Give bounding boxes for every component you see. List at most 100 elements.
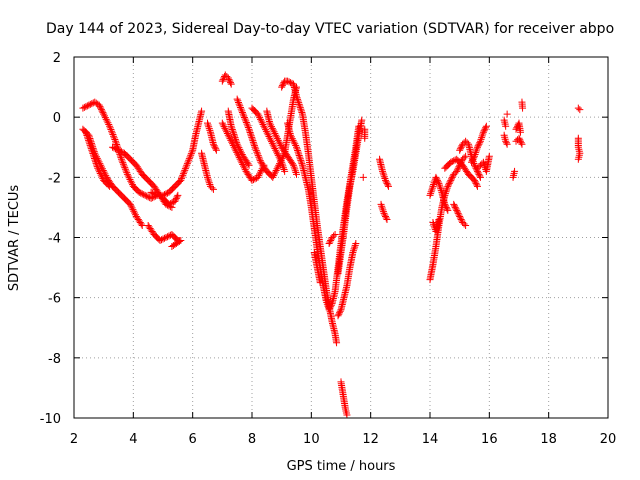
data-point — [253, 148, 261, 156]
data-point — [276, 155, 284, 163]
data-point — [279, 162, 287, 170]
data-point — [219, 121, 227, 129]
data-point — [96, 169, 104, 177]
data-point — [248, 133, 256, 141]
data-point — [172, 194, 180, 202]
data-point — [442, 188, 450, 196]
data-point — [503, 140, 511, 148]
data-point — [231, 134, 239, 142]
data-point — [168, 199, 176, 207]
data-point — [179, 171, 187, 179]
x-tick-label: 6 — [189, 432, 197, 447]
data-point — [240, 112, 248, 120]
data-point — [107, 126, 115, 134]
data-point — [270, 172, 278, 180]
data-point — [109, 143, 117, 151]
data-point — [245, 125, 253, 133]
data-point — [296, 155, 304, 163]
data-point — [237, 147, 245, 155]
data-point — [336, 307, 344, 315]
data-point — [144, 193, 152, 201]
data-point — [351, 243, 359, 251]
data-point — [121, 164, 129, 172]
data-point — [295, 99, 303, 107]
data-point — [90, 153, 98, 161]
data-point — [437, 187, 445, 195]
data-point — [383, 215, 391, 223]
data-point — [82, 130, 90, 138]
data-point — [426, 191, 434, 199]
data-point — [212, 146, 220, 154]
data-point — [235, 144, 243, 152]
data-point — [316, 279, 324, 287]
data-point — [430, 181, 438, 189]
data-point — [429, 182, 437, 190]
data-point — [218, 119, 226, 127]
data-point — [117, 155, 125, 163]
series-s3 — [82, 128, 114, 190]
data-point — [225, 76, 233, 84]
data-point — [97, 104, 105, 112]
data-point — [233, 140, 241, 148]
data-point — [187, 150, 195, 158]
data-point — [182, 163, 190, 171]
data-point — [229, 129, 237, 137]
data-point — [110, 132, 118, 140]
data-point — [289, 136, 297, 144]
data-point — [126, 200, 134, 208]
data-point — [94, 164, 102, 172]
data-point — [275, 153, 283, 161]
data-point — [470, 154, 478, 162]
data-point — [269, 126, 277, 134]
data-point — [235, 100, 243, 108]
data-point — [117, 148, 125, 156]
data-point — [254, 110, 262, 118]
data-point — [111, 136, 119, 144]
data-point — [209, 140, 217, 148]
data-point — [79, 104, 87, 112]
data-point — [349, 247, 357, 255]
data-point — [434, 178, 442, 186]
data-point — [206, 182, 214, 190]
data-point — [104, 119, 112, 127]
series-s15 — [263, 107, 300, 178]
data-point — [291, 167, 299, 175]
data-point — [236, 103, 244, 111]
data-point — [272, 166, 280, 174]
data-point — [236, 102, 244, 110]
data-point — [294, 95, 302, 103]
data-point — [475, 163, 483, 171]
series-s40 — [518, 98, 527, 112]
data-point — [254, 152, 262, 160]
data-point — [471, 161, 478, 169]
data-point — [469, 155, 477, 163]
data-point — [223, 128, 231, 136]
data-point — [443, 205, 451, 213]
series-s10 — [218, 71, 235, 88]
series-s37 — [509, 167, 519, 181]
series-s31 — [450, 200, 470, 229]
data-point — [381, 175, 389, 183]
series-s34 — [473, 152, 493, 175]
data-point — [184, 158, 192, 166]
y-tick-label: -8 — [48, 352, 61, 367]
data-point — [456, 214, 464, 222]
data-point — [228, 138, 236, 146]
data-point — [335, 310, 343, 318]
data-point — [250, 142, 258, 150]
data-point — [269, 141, 277, 149]
data-point — [427, 190, 435, 198]
data-point — [287, 131, 295, 139]
data-point — [336, 309, 344, 317]
data-point — [93, 161, 101, 169]
data-point — [297, 105, 305, 113]
data-point — [471, 152, 478, 160]
x-tick-label: 18 — [540, 432, 557, 447]
data-point — [284, 77, 292, 85]
data-point — [256, 157, 264, 165]
data-point — [183, 161, 191, 169]
data-point — [183, 160, 191, 168]
data-point — [169, 242, 177, 250]
series-s43 — [574, 134, 584, 163]
data-point — [234, 97, 242, 105]
